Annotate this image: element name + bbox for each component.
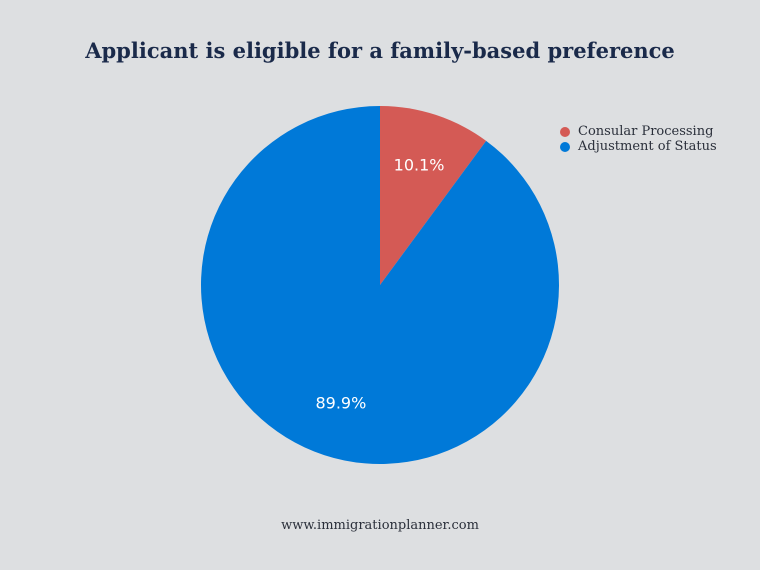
data-label-consular-processing: 10.1%	[394, 155, 445, 174]
legend-item-adjustment-of-status[interactable]: Adjustment of Status	[560, 139, 717, 154]
pie-slice-consular-processing[interactable]	[380, 106, 487, 285]
chart-title: Applicant is eligible for a family-based…	[85, 38, 675, 63]
legend-swatch-adjustment-of-status	[560, 141, 570, 152]
legend: Consular Processing Adjustment of Status	[560, 124, 717, 154]
legend-swatch-consular-processing	[560, 126, 570, 137]
data-label-adjustment-of-status: 89.9%	[315, 394, 366, 413]
legend-item-consular-processing[interactable]: Consular Processing	[560, 124, 717, 139]
pie-slice-adjustment-of-status[interactable]	[201, 106, 559, 464]
footer-url: www.immigrationplanner.com	[281, 518, 479, 533]
legend-label-consular-processing: Consular Processing	[578, 124, 714, 139]
legend-label-adjustment-of-status: Adjustment of Status	[578, 139, 717, 154]
